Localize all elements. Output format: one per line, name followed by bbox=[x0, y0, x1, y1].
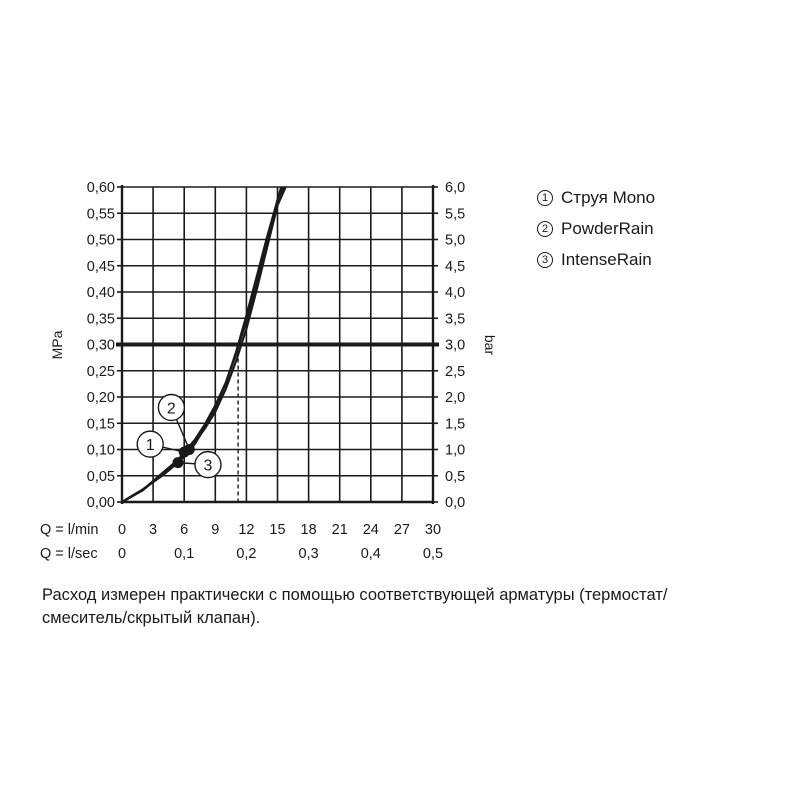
y-left-tick-label: 0,15 bbox=[87, 416, 115, 432]
chart-axes bbox=[116, 185, 439, 504]
y-left-tick-label: 0,10 bbox=[87, 443, 115, 459]
callout-label-3: 3 bbox=[204, 458, 213, 475]
y-right-tick-label: 3,5 bbox=[445, 311, 465, 327]
series-line-3 bbox=[122, 187, 285, 502]
y-right-tick-label: 5,0 bbox=[445, 233, 465, 249]
y-right-tick-label: 1,5 bbox=[445, 416, 465, 432]
y-right-tick-label: 1,0 bbox=[445, 443, 465, 459]
x-secondary-tick-label: 0,4 bbox=[361, 546, 381, 562]
x-primary-tick-label: 0 bbox=[118, 522, 126, 538]
chart-tick-labels: 0,00 0,00,05 0,50,10 1,00,15 1,50,20 2,00,25 2… bbox=[40, 180, 498, 562]
y-right-tick-label: 3,0 bbox=[445, 338, 465, 354]
callout-circle-2 bbox=[157, 393, 186, 422]
y-left-tick-label: 0,60 bbox=[87, 180, 115, 196]
y-right-tick-label: 4,5 bbox=[445, 259, 465, 275]
caption-line-2: смеситель/скрытый клапан). bbox=[42, 609, 261, 627]
legend-item-1: 1 Струя Mono bbox=[537, 182, 655, 213]
caption: Расход измерен практически с помощью соо… bbox=[42, 584, 772, 630]
x-secondary-axis-label: Q = l/sec bbox=[40, 546, 98, 562]
x-primary-tick-label: 6 bbox=[180, 522, 188, 538]
x-primary-tick-label: 12 bbox=[238, 522, 254, 538]
y-left-tick-label: 0,05 bbox=[87, 469, 115, 485]
callout-circle-3 bbox=[194, 450, 222, 479]
x-primary-tick-label: 30 bbox=[425, 522, 441, 538]
legend-item-3: 3 IntenseRain bbox=[537, 244, 655, 275]
x-secondary-tick-label: 0 bbox=[118, 546, 126, 562]
x-primary-tick-label: 21 bbox=[332, 522, 348, 538]
callout-circle-1 bbox=[136, 430, 164, 458]
y-right-tick-label: 2,5 bbox=[445, 364, 465, 380]
y-right-tick-label: 0,5 bbox=[445, 469, 465, 485]
y-left-tick-label: 0,30 bbox=[87, 338, 115, 354]
x-primary-axis-label: Q = l/min bbox=[40, 522, 98, 538]
x-primary-tick-label: 27 bbox=[394, 522, 410, 538]
legend-marker-3: 3 bbox=[537, 251, 553, 268]
y-left-tick-label: 0,40 bbox=[87, 285, 115, 301]
x-primary-tick-label: 15 bbox=[269, 522, 285, 538]
x-primary-tick-label: 18 bbox=[301, 522, 317, 538]
legend-marker-2: 2 bbox=[537, 220, 553, 237]
legend-item-2: 2 PowderRain bbox=[537, 213, 655, 244]
legend-label-1: Струя Mono bbox=[561, 188, 656, 207]
legend-marker-1: 1 bbox=[537, 189, 553, 206]
y-left-tick-label: 0,25 bbox=[87, 364, 115, 380]
y-left-tick-label: 0,20 bbox=[87, 390, 115, 406]
x-secondary-tick-label: 0,2 bbox=[236, 546, 256, 562]
y-left-tick-label: 0,00 bbox=[87, 495, 115, 511]
x-primary-tick-label: 24 bbox=[363, 522, 379, 538]
y-right-tick-label: 0,0 bbox=[445, 495, 465, 511]
x-primary-tick-label: 3 bbox=[149, 522, 157, 538]
chart-curves bbox=[122, 187, 287, 502]
callout-label-1: 1 bbox=[146, 437, 155, 454]
chart-callouts: 1 2 3 bbox=[136, 393, 222, 479]
legend-label-3: IntenseRain bbox=[561, 250, 652, 269]
y-left-tick-label: 0,45 bbox=[87, 259, 115, 275]
y-left-tick-label: 0,55 bbox=[87, 206, 115, 222]
y-right-tick-label: 2,0 bbox=[445, 390, 465, 406]
y-right-tick-label: 6,0 bbox=[445, 180, 465, 196]
x-secondary-tick-label: 0,5 bbox=[423, 546, 443, 562]
series-line-2 bbox=[122, 187, 287, 502]
x-secondary-tick-label: 0,3 bbox=[299, 546, 319, 562]
y-right-tick-label: 5,5 bbox=[445, 206, 465, 222]
y-left-tick-label: 0,35 bbox=[87, 311, 115, 327]
y-left-tick-label: 0,50 bbox=[87, 233, 115, 249]
legend-label-2: PowderRain bbox=[561, 219, 654, 238]
y-left-axis-label: MPa bbox=[49, 330, 65, 359]
y-right-axis-label: bar bbox=[482, 335, 498, 356]
legend: 1 Струя Mono 2 PowderRain 3 IntenseRain bbox=[537, 182, 655, 275]
y-right-tick-label: 4,0 bbox=[445, 285, 465, 301]
callout-label-2: 2 bbox=[167, 401, 176, 418]
x-primary-tick-label: 9 bbox=[211, 522, 219, 538]
caption-line-1: Расход измерен практически с помощью соо… bbox=[42, 586, 668, 604]
x-secondary-tick-label: 0,1 bbox=[174, 546, 194, 562]
